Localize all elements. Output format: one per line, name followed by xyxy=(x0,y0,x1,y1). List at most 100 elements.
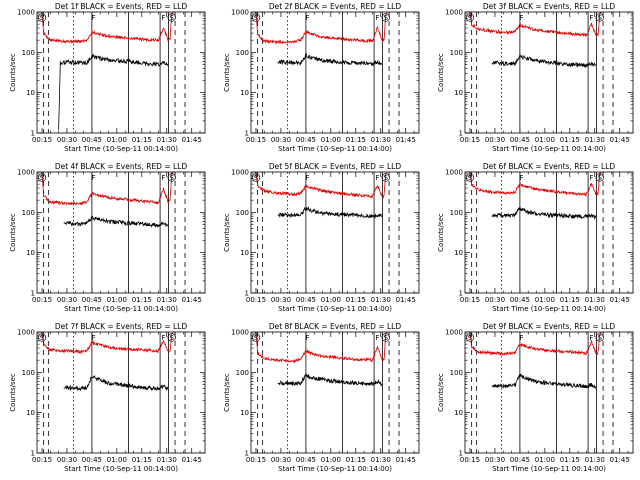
y-tick-label: 1 xyxy=(31,450,35,458)
y-axis-label: Counts/sec xyxy=(437,53,445,92)
flag-label: F xyxy=(375,14,379,22)
panel-det-1f: Det 1f BLACK = Events, RED = LLD 1 10 100 10… xyxy=(9,2,206,153)
flag-label: F xyxy=(306,14,310,22)
panel-title: Det 9f BLACK = Events, RED = LLD xyxy=(483,322,616,331)
y-tick-label: 100 xyxy=(450,49,463,57)
panel-det-3f: Det 3f BLACK = Events, RED = LLD 1 10 100 10… xyxy=(437,2,634,153)
flag-label: F xyxy=(375,334,379,342)
flag-label: F xyxy=(161,14,165,22)
y-tick-label: 100 xyxy=(236,369,249,377)
series-events-line xyxy=(277,206,383,219)
x-tick-label: 01:15 xyxy=(132,296,152,304)
flag-circle xyxy=(37,13,47,22)
flag-label: F xyxy=(161,174,165,182)
y-tick-label: 10 xyxy=(26,409,35,417)
y-tick-label: 10 xyxy=(26,249,35,257)
series-events-line xyxy=(58,53,169,130)
x-tick-label: 00:30 xyxy=(271,296,291,304)
panel-det-4f: Det 4f BLACK = Events, RED = LLD 1 10 100 10… xyxy=(9,162,206,313)
flag-label: F xyxy=(92,174,96,182)
x-tick-label: 01:00 xyxy=(535,456,555,464)
x-axis-label: Start Time (10-Sep-11 00:14:00) xyxy=(492,145,606,153)
flag-circle xyxy=(381,13,390,22)
x-tick-label: 01:45 xyxy=(182,296,202,304)
panel-title: Det 3f BLACK = Events, RED = LLD xyxy=(483,2,616,11)
flag-circle xyxy=(381,333,390,342)
flag-label: F xyxy=(589,174,593,182)
flag-label: S xyxy=(598,334,603,342)
flag-label: S xyxy=(384,14,389,22)
x-tick-label: 01:00 xyxy=(321,456,341,464)
x-tick-label: 01:45 xyxy=(182,456,202,464)
flag-circle xyxy=(381,173,390,182)
series-lld-line xyxy=(469,11,602,38)
plot-frame xyxy=(36,11,206,134)
x-tick-label: 00:30 xyxy=(57,296,77,304)
x-tick-label: 01:15 xyxy=(346,136,366,144)
x-tick-label: 01:15 xyxy=(132,456,152,464)
x-tick-label: 00:45 xyxy=(296,136,316,144)
flag-circle xyxy=(251,173,261,182)
flag-label: S xyxy=(254,14,259,22)
series-events-line xyxy=(277,372,383,387)
flag-label: S xyxy=(254,334,259,342)
y-tick-label: 1000 xyxy=(17,9,35,17)
y-tick-label: 1 xyxy=(31,130,35,138)
y-tick-label: 1000 xyxy=(231,9,249,17)
x-tick-label: 00:15 xyxy=(32,136,52,144)
y-tick-label: 1 xyxy=(245,290,249,298)
x-tick-label: 01:30 xyxy=(585,296,605,304)
flag-circle xyxy=(465,13,475,22)
x-axis-label: Start Time (10-Sep-11 00:14:00) xyxy=(64,465,178,473)
flag-label: S xyxy=(384,174,389,182)
series-lld-line xyxy=(469,331,602,356)
x-tick-label: 00:30 xyxy=(485,296,505,304)
flag-label: S xyxy=(598,14,603,22)
x-tick-label: 00:15 xyxy=(460,136,480,144)
x-tick-label: 00:15 xyxy=(246,136,266,144)
flag-label: S xyxy=(468,174,473,182)
flag-label: F xyxy=(520,174,524,182)
x-tick-label: 01:30 xyxy=(371,296,391,304)
panel-title: Det 8f BLACK = Events, RED = LLD xyxy=(269,322,402,331)
flag-circle xyxy=(465,333,475,342)
y-tick-label: 10 xyxy=(454,89,463,97)
plot-frame xyxy=(250,171,420,294)
flag-circle xyxy=(167,173,176,182)
flag-label: F xyxy=(589,334,593,342)
series-events-line xyxy=(277,52,383,67)
y-tick-label: 1000 xyxy=(231,329,249,337)
x-tick-label: 01:15 xyxy=(132,136,152,144)
flag-circle xyxy=(37,173,47,182)
flag-label: S xyxy=(254,174,259,182)
panel-title: Det 4f BLACK = Events, RED = LLD xyxy=(55,162,188,171)
x-tick-label: 01:00 xyxy=(107,136,127,144)
panel-det-8f: Det 8f BLACK = Events, RED = LLD 1 10 100 10… xyxy=(223,322,420,473)
panel-title: Det 1f BLACK = Events, RED = LLD xyxy=(55,2,188,11)
series-lld-line xyxy=(41,331,174,355)
x-tick-label: 00:15 xyxy=(460,456,480,464)
x-tick-label: 00:45 xyxy=(510,136,530,144)
x-tick-label: 01:30 xyxy=(371,136,391,144)
x-tick-label: 00:45 xyxy=(82,296,102,304)
x-tick-label: 00:30 xyxy=(57,136,77,144)
panel-title: Det 2f BLACK = Events, RED = LLD xyxy=(269,2,402,11)
flag-label: F xyxy=(306,334,310,342)
x-axis-label: Start Time (10-Sep-11 00:14:00) xyxy=(278,145,392,153)
series-lld-line xyxy=(469,171,602,197)
plot-frame xyxy=(250,331,420,454)
y-axis-label: Counts/sec xyxy=(223,213,231,252)
flag-label: S xyxy=(598,174,603,182)
x-tick-label: 01:45 xyxy=(182,136,202,144)
flag-label: S xyxy=(170,14,175,22)
x-tick-label: 00:45 xyxy=(510,456,530,464)
y-axis-label: Counts/sec xyxy=(9,213,17,252)
x-tick-label: 01:00 xyxy=(535,296,555,304)
flag-label: S xyxy=(468,14,473,22)
series-events-line xyxy=(491,206,597,221)
y-tick-label: 1000 xyxy=(445,329,463,337)
y-axis-label: Counts/sec xyxy=(223,53,231,92)
y-tick-label: 1000 xyxy=(445,9,463,17)
y-tick-label: 100 xyxy=(236,49,249,57)
